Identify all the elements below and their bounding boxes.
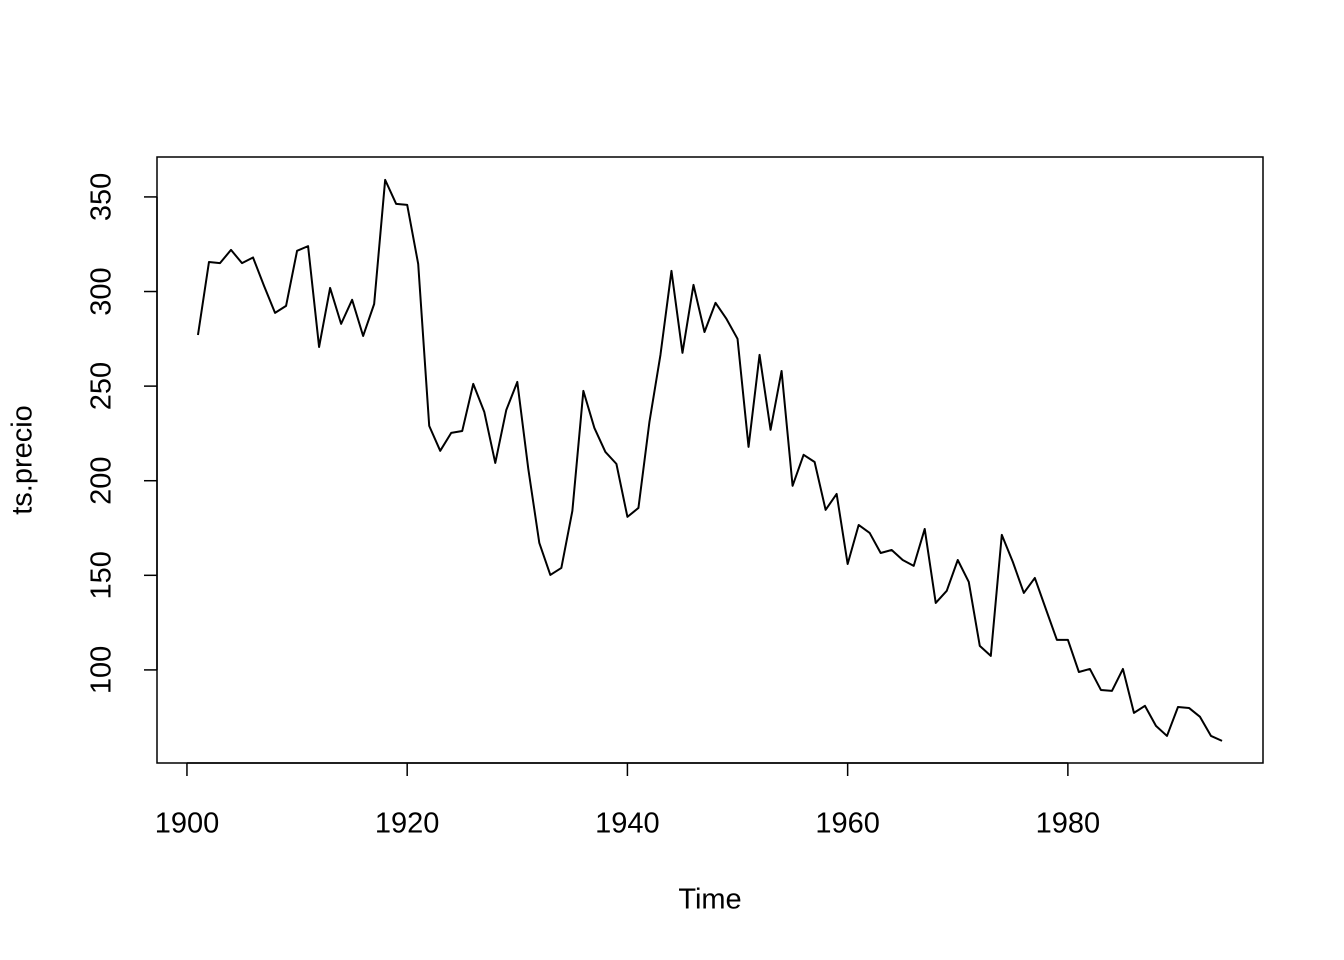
y-axis-label: ts.precio	[7, 405, 39, 515]
y-tick-label: 200	[86, 457, 118, 505]
x-tick-label: 1960	[815, 808, 880, 840]
x-axis-label: Time	[678, 884, 741, 916]
y-tick-label: 250	[86, 362, 118, 410]
x-tick-label: 1940	[595, 808, 660, 840]
x-tick-label: 1920	[375, 808, 440, 840]
plot-frame	[156, 156, 1264, 764]
y-tick-label: 300	[86, 267, 118, 315]
x-tick-label: 1980	[1036, 808, 1101, 840]
x-tick-label: 1900	[155, 808, 220, 840]
data-line	[196, 178, 1223, 742]
y-tick-label: 150	[86, 551, 118, 599]
y-tick-label: 100	[86, 646, 118, 694]
y-tick-label: 350	[86, 173, 118, 221]
